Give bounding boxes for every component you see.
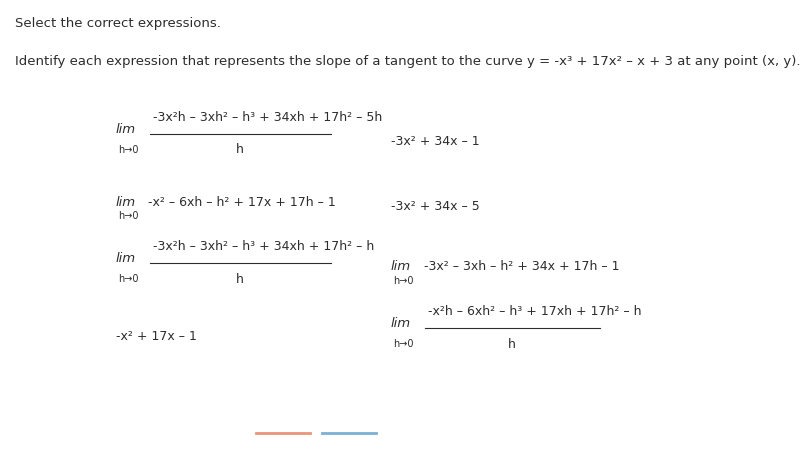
Text: lim: lim [116, 196, 136, 209]
Text: h: h [236, 273, 244, 286]
Text: -3x² + 34x – 1: -3x² + 34x – 1 [390, 136, 479, 149]
Text: h→0: h→0 [118, 274, 138, 284]
Text: -3x² + 34x – 5: -3x² + 34x – 5 [390, 200, 479, 213]
Text: lim: lim [116, 123, 136, 136]
Text: lim: lim [390, 260, 411, 273]
Text: lim: lim [390, 317, 411, 330]
Text: -3x²h – 3xh² – h³ + 34xh + 17h² – 5h: -3x²h – 3xh² – h³ + 34xh + 17h² – 5h [153, 111, 382, 124]
Text: h→0: h→0 [118, 211, 138, 221]
Text: -x² – 6xh – h² + 17x + 17h – 1: -x² – 6xh – h² + 17x + 17h – 1 [149, 196, 336, 209]
Text: h→0: h→0 [118, 145, 138, 155]
Text: -x² + 17x – 1: -x² + 17x – 1 [116, 330, 197, 343]
Text: Identify each expression that represents the slope of a tangent to the curve y =: Identify each expression that represents… [15, 55, 800, 68]
Text: h→0: h→0 [394, 339, 414, 349]
Text: -3x² – 3xh – h² + 34x + 17h – 1: -3x² – 3xh – h² + 34x + 17h – 1 [423, 260, 619, 273]
Text: lim: lim [116, 252, 136, 265]
Text: Select the correct expressions.: Select the correct expressions. [15, 17, 221, 30]
Text: h→0: h→0 [394, 276, 414, 286]
Text: h: h [236, 144, 244, 157]
Text: -x²h – 6xh² – h³ + 17xh + 17h² – h: -x²h – 6xh² – h³ + 17xh + 17h² – h [428, 305, 642, 318]
Text: h: h [508, 338, 516, 351]
Text: -3x²h – 3xh² – h³ + 34xh + 17h² – h: -3x²h – 3xh² – h³ + 34xh + 17h² – h [153, 240, 374, 253]
